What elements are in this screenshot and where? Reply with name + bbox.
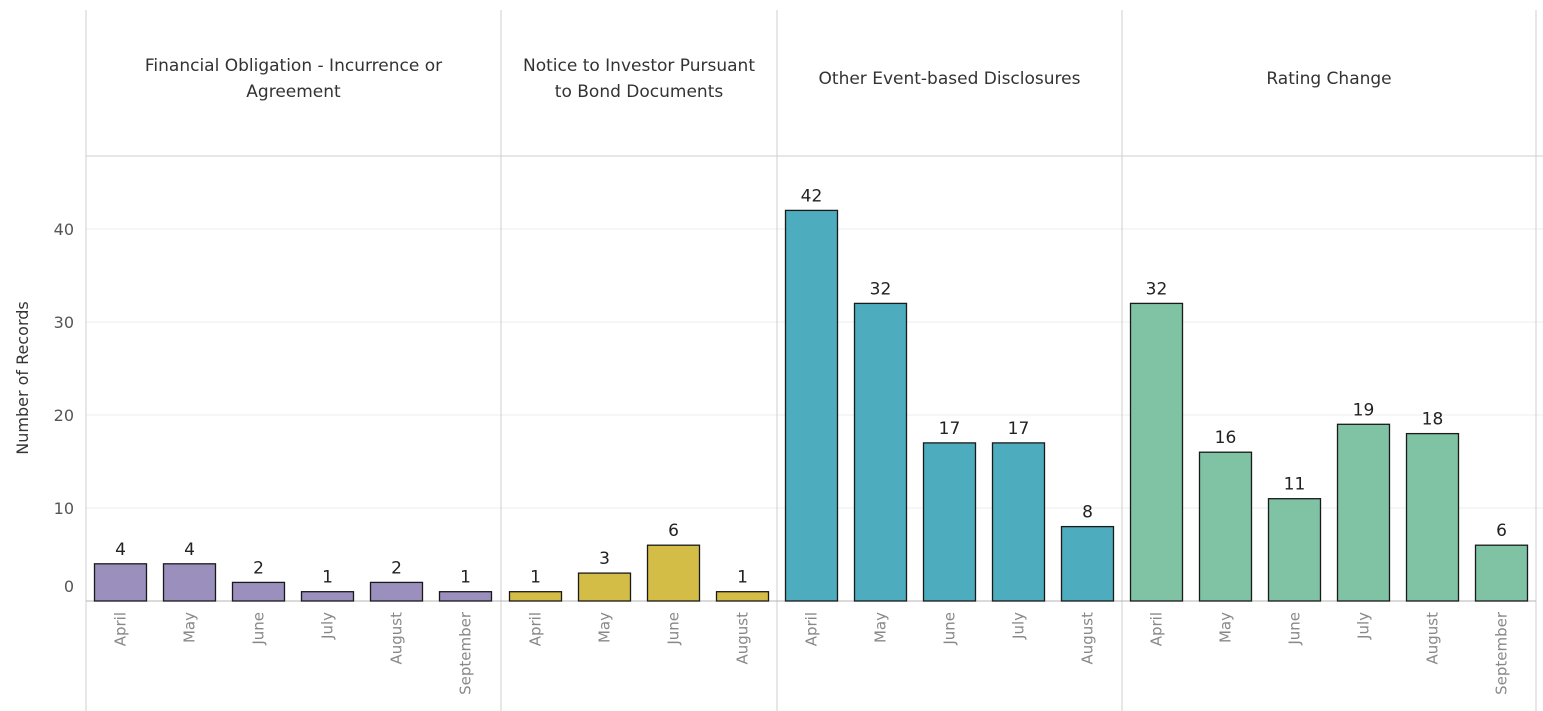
bar[interactable] xyxy=(162,563,217,602)
panel-header: Notice to Investor Pursuant xyxy=(523,56,755,76)
x-category-label: July xyxy=(1010,612,1028,640)
y-tick-label: 30 xyxy=(54,313,74,332)
bar[interactable] xyxy=(715,591,770,602)
y-tick-label: 10 xyxy=(54,499,74,518)
panel-header: Financial Obligation - Incurrence or xyxy=(145,56,442,76)
data-label: 42 xyxy=(801,186,823,206)
data-label: 1 xyxy=(530,568,541,588)
y-tick-label: 40 xyxy=(54,220,74,239)
bar[interactable] xyxy=(1405,432,1460,602)
y-axis-label: Number of Records xyxy=(13,301,32,454)
bar[interactable] xyxy=(1336,423,1391,602)
data-label: 4 xyxy=(184,540,195,560)
x-category-label: May xyxy=(181,612,199,643)
bar[interactable] xyxy=(1129,302,1184,602)
data-label: 4 xyxy=(115,540,126,560)
bar[interactable] xyxy=(1060,525,1115,602)
data-label: 16 xyxy=(1215,428,1237,448)
data-label: 8 xyxy=(1082,503,1093,523)
x-category-label: July xyxy=(319,612,337,640)
x-category-label: June xyxy=(250,612,268,646)
data-label: 32 xyxy=(1146,279,1168,299)
data-label: 2 xyxy=(253,558,264,578)
x-category-label: June xyxy=(941,612,959,646)
bar[interactable] xyxy=(1474,544,1529,602)
x-category-label: April xyxy=(803,612,821,646)
bar[interactable] xyxy=(646,544,701,602)
data-label: 18 xyxy=(1422,410,1444,430)
data-label: 1 xyxy=(460,568,471,588)
panel-header: to Bond Documents xyxy=(555,82,724,102)
bar[interactable] xyxy=(93,563,148,602)
x-category-label: August xyxy=(1079,612,1097,665)
x-category-label: May xyxy=(872,612,890,643)
bar[interactable] xyxy=(853,302,908,602)
bar[interactable] xyxy=(784,209,839,602)
x-category-label: May xyxy=(596,612,614,643)
bar[interactable] xyxy=(369,581,424,602)
data-label: 1 xyxy=(322,568,333,588)
data-label: 6 xyxy=(668,521,679,541)
y-tick-label: 20 xyxy=(54,406,74,425)
x-category-label: May xyxy=(1217,612,1235,643)
bar[interactable] xyxy=(1267,498,1322,602)
x-category-label: August xyxy=(734,612,752,665)
data-label: 6 xyxy=(1496,521,1507,541)
data-label: 1 xyxy=(737,568,748,588)
bar[interactable] xyxy=(508,591,563,602)
data-label: 17 xyxy=(939,419,961,439)
x-category-label: August xyxy=(1424,612,1442,665)
x-category-label: August xyxy=(388,612,406,665)
data-label: 3 xyxy=(599,549,610,569)
x-category-label: April xyxy=(112,612,130,646)
bar[interactable] xyxy=(922,442,977,602)
x-category-label: April xyxy=(527,612,545,646)
x-category-label: July xyxy=(1355,612,1373,640)
data-label: 32 xyxy=(870,279,892,299)
panel-header: Rating Change xyxy=(1266,69,1391,89)
bar[interactable] xyxy=(231,581,286,602)
bar[interactable] xyxy=(991,442,1046,602)
panel-header: Agreement xyxy=(246,82,341,102)
bar[interactable] xyxy=(300,591,355,602)
x-category-label: September xyxy=(1493,611,1511,695)
bar[interactable] xyxy=(1198,451,1253,602)
data-label: 17 xyxy=(1008,419,1030,439)
data-label: 2 xyxy=(391,558,402,578)
x-category-label: April xyxy=(1148,612,1166,646)
panel-header: Other Event-based Disclosures xyxy=(819,69,1081,89)
bar[interactable] xyxy=(438,591,493,602)
data-label: 19 xyxy=(1353,400,1375,420)
x-category-label: September xyxy=(457,611,475,695)
data-label: 11 xyxy=(1284,475,1306,495)
x-category-label: June xyxy=(1286,612,1304,646)
y-tick-label: 0 xyxy=(64,577,74,596)
x-category-label: June xyxy=(665,612,683,646)
bar[interactable] xyxy=(577,572,632,602)
